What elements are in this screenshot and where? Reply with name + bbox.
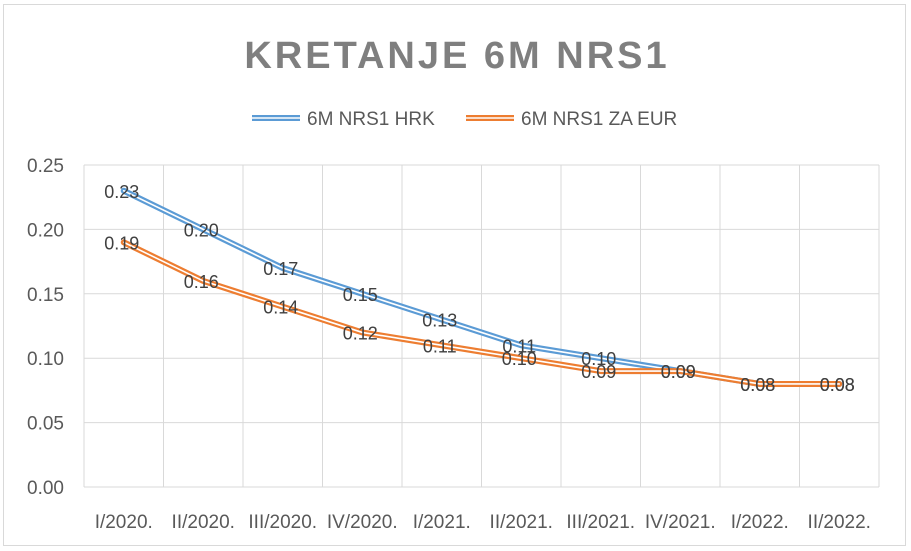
chart-title: KRETANJE 6M NRS1: [244, 35, 669, 77]
x-tick-label: II/2021.: [490, 512, 553, 533]
y-tick-label: 0.05: [27, 414, 64, 435]
data-label: 0.20: [184, 220, 219, 240]
y-tick-label: 0.25: [27, 156, 64, 177]
y-tick-label: 0.10: [27, 349, 64, 370]
y-tick-label: 0.20: [27, 220, 64, 241]
data-label: 0.11: [502, 336, 536, 356]
data-label: 0.23: [104, 182, 139, 202]
x-tick-label: II/2020.: [172, 512, 235, 533]
x-tick-label: I/2021.: [413, 512, 471, 533]
data-label: 0.08: [740, 375, 775, 395]
x-axis: I/2020. II/2020. III/2020. IV/2020. I/2021. I…: [95, 512, 871, 533]
series-lines: [120, 187, 843, 387]
x-tick-label: IV/2020.: [327, 512, 398, 533]
data-label: 0.12: [343, 323, 378, 343]
data-label: 0.09: [661, 362, 696, 382]
data-label: 0.09: [581, 362, 616, 382]
data-labels: 0.230.200.170.150.130.110.100.090.08 0.08…: [104, 182, 855, 395]
x-tick-label: IV/2021.: [645, 512, 716, 533]
data-label: 0.09: [661, 362, 696, 382]
data-label: 0.08: [820, 375, 855, 395]
data-label: 0.08: [740, 375, 775, 395]
legend-label: 6M NRS1 HRK: [307, 109, 435, 130]
data-label: 0.11: [423, 336, 457, 356]
chart-frame: KRETANJE 6M NRS1 6M NRS1 HRK 6M NRS1 ZA E…: [3, 4, 906, 546]
y-tick-label: 0.15: [27, 285, 64, 306]
legend-label: 6M NRS1 ZA EUR: [521, 109, 677, 130]
data-label: 0.16: [184, 272, 219, 292]
x-tick-label: I/2020.: [95, 512, 153, 533]
x-tick-label: III/2020.: [248, 512, 317, 533]
data-label: 0.17: [263, 259, 298, 279]
data-label: 0.08: [820, 375, 855, 395]
data-label: 0.13: [422, 311, 457, 331]
data-label: 0.14: [263, 298, 298, 318]
x-tick-label: I/2022.: [731, 512, 789, 533]
y-axis: 0.00 0.05 0.10 0.15 0.20 0.25: [27, 156, 64, 499]
data-label: 0.10: [502, 349, 537, 369]
data-label: 0.10: [581, 349, 616, 369]
x-tick-label: II/2022.: [808, 512, 871, 533]
legend: 6M NRS1 HRK 6M NRS1 ZA EUR: [252, 109, 677, 130]
x-tick-label: III/2021.: [566, 512, 635, 533]
data-label: 0.19: [104, 233, 139, 253]
line-chart: KRETANJE 6M NRS1 6M NRS1 HRK 6M NRS1 ZA E…: [27, 35, 880, 533]
y-tick-label: 0.00: [27, 478, 64, 499]
data-label: 0.15: [343, 285, 378, 305]
series-line-inner: [122, 241, 841, 385]
gridlines: [83, 164, 880, 488]
